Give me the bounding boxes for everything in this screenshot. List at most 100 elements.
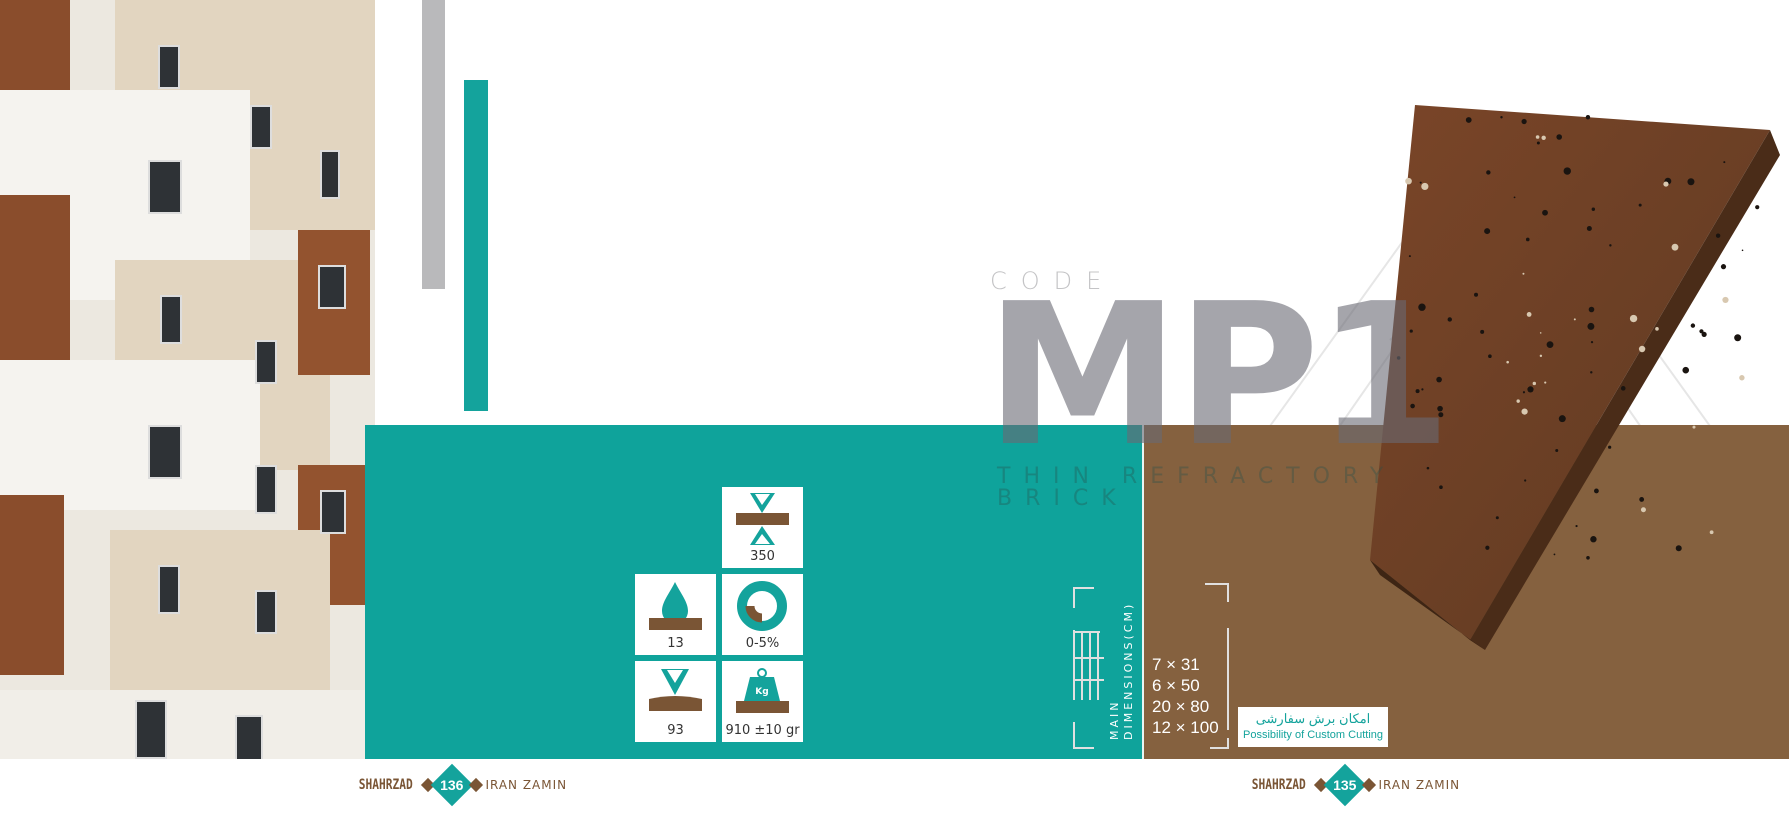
code-label: CODE [990, 267, 1116, 295]
brick-speckle [1586, 555, 1590, 560]
brick-speckle [1474, 292, 1479, 297]
brick-speckle [1532, 381, 1537, 386]
brick-speckle [1715, 233, 1721, 238]
spec-value: 910 ±10 gr [725, 723, 800, 738]
brick-speckle [1640, 507, 1646, 513]
brick-speckle [1585, 115, 1591, 120]
brick-speckle [1522, 391, 1526, 394]
brand-name: SHAHRZAD [358, 777, 413, 793]
brick-speckle [1488, 354, 1492, 359]
brick-speckle [1563, 167, 1571, 175]
brick-speckle [1426, 466, 1430, 470]
spec-value: 13 [667, 636, 684, 651]
spec-value: 0-5% [745, 636, 780, 651]
brick-speckle [1409, 329, 1413, 333]
brick-speckle [1692, 425, 1696, 429]
brand-name: SHAHRZAD [1251, 777, 1306, 793]
brick-speckle [1396, 356, 1401, 360]
brick-speckle [1663, 181, 1669, 187]
brick-speckle [1739, 375, 1745, 381]
brick-speckle [1419, 181, 1422, 184]
brick-speckle [1535, 135, 1540, 139]
brick-speckle [1701, 331, 1707, 338]
product-name-line1: THIN REFRACTORY [997, 464, 1397, 489]
brick-speckle [1555, 449, 1559, 453]
dimension-list: 7 × 31 6 × 50 20 × 80 12 × 100 [1152, 654, 1219, 738]
brick-speckle [1437, 405, 1443, 412]
brick-speckle [1699, 329, 1704, 334]
brick-speckle [1465, 117, 1472, 123]
brick-speckle [1526, 312, 1532, 317]
weight-icon-text: Kg [755, 687, 768, 697]
brick-speckle [1525, 237, 1530, 242]
brick-speckle [1682, 366, 1690, 374]
brick-speckle [1522, 272, 1525, 275]
footer-logo-right: SHAHRZAD 135 IRAN ZAMIN [1245, 763, 1461, 807]
dimensions-label-line2: DIMENSIONS(CM) [1122, 601, 1135, 740]
partner-name: IRAN ZAMIN [485, 778, 568, 792]
dimension-frame [1073, 583, 1229, 749]
brick-speckle [1609, 244, 1612, 247]
brick-speckle [1709, 530, 1714, 535]
brick-speckle [1546, 341, 1554, 349]
brick-speckle [1544, 381, 1547, 384]
brick-speckle [1410, 403, 1415, 409]
spec-value: 350 [750, 549, 775, 564]
partner-name: IRAN ZAMIN [1378, 778, 1461, 792]
brick-speckle [1556, 134, 1563, 140]
building-photo [0, 0, 375, 759]
spec-tile-water-absorption: 13 [635, 574, 716, 655]
brick-speckle [1500, 116, 1503, 119]
diamond-icon [1362, 777, 1377, 793]
brick-speckle [1484, 228, 1491, 235]
brick-speckle [1639, 497, 1645, 502]
dimensions-label: MAIN DIMENSIONS(CM) [1108, 602, 1136, 740]
brick-speckle [1539, 354, 1543, 358]
dimension-item: 7 × 31 [1152, 655, 1200, 674]
diamond-icon [469, 777, 484, 793]
brick-speckle [1671, 243, 1679, 251]
brick-speckle [1590, 371, 1593, 374]
brick-speckle [1741, 249, 1744, 252]
weight-icon: Kg [736, 668, 789, 713]
brick-image [1370, 105, 1780, 650]
spec-tile-weight: Kg 910 ±10 gr [722, 661, 803, 742]
compression-strength-icon [736, 493, 789, 545]
brick-speckle [1415, 389, 1420, 394]
brick-speckle [1620, 386, 1626, 391]
brick-speckle [1594, 488, 1599, 494]
page-number: 135 [1333, 776, 1358, 793]
brick-speckle [1588, 306, 1595, 313]
custom-cutting-fa: امکان برش سفارشی [1255, 711, 1371, 726]
page-number-badge: 135 [1324, 763, 1367, 807]
brick-speckle [1436, 376, 1442, 383]
brick-speckle [1521, 118, 1527, 125]
spec-tile-hardness: 93 [635, 661, 716, 742]
spec-tile-compression: 350 [722, 487, 803, 568]
brick-speckle [1586, 225, 1592, 231]
dimension-item: 20 × 80 [1152, 697, 1210, 716]
brick-speckle [1541, 135, 1546, 140]
brick-speckle [1506, 360, 1509, 364]
brick-speckle [1687, 178, 1695, 186]
panel-divider [1142, 425, 1144, 759]
brick-speckle [1587, 322, 1595, 330]
teal-accent-bar [464, 80, 488, 411]
brick-speckle [1629, 314, 1638, 323]
dimension-item: 12 × 100 [1152, 718, 1219, 737]
brick-speckle [1608, 445, 1612, 449]
brick-speckle [1722, 296, 1729, 304]
custom-cutting-en: Possibility of Custom Cutting [1243, 729, 1383, 741]
brick-speckle [1575, 524, 1578, 528]
brick-speckle [1590, 341, 1594, 344]
brick-speckle [1536, 141, 1540, 145]
brick-speckle [1553, 553, 1556, 556]
brick-speckle [1655, 327, 1659, 331]
gray-accent-bar [422, 0, 445, 289]
spec-tile-tolerance: 0-5% [722, 574, 803, 655]
custom-cutting-badge: امکان برش سفارشی Possibility of Custom C… [1238, 707, 1388, 747]
brick-speckle [1521, 408, 1528, 415]
brick-speckle [1418, 303, 1426, 311]
product-name-line2: BRICK [997, 486, 1129, 511]
brick-speckle [1438, 412, 1444, 418]
